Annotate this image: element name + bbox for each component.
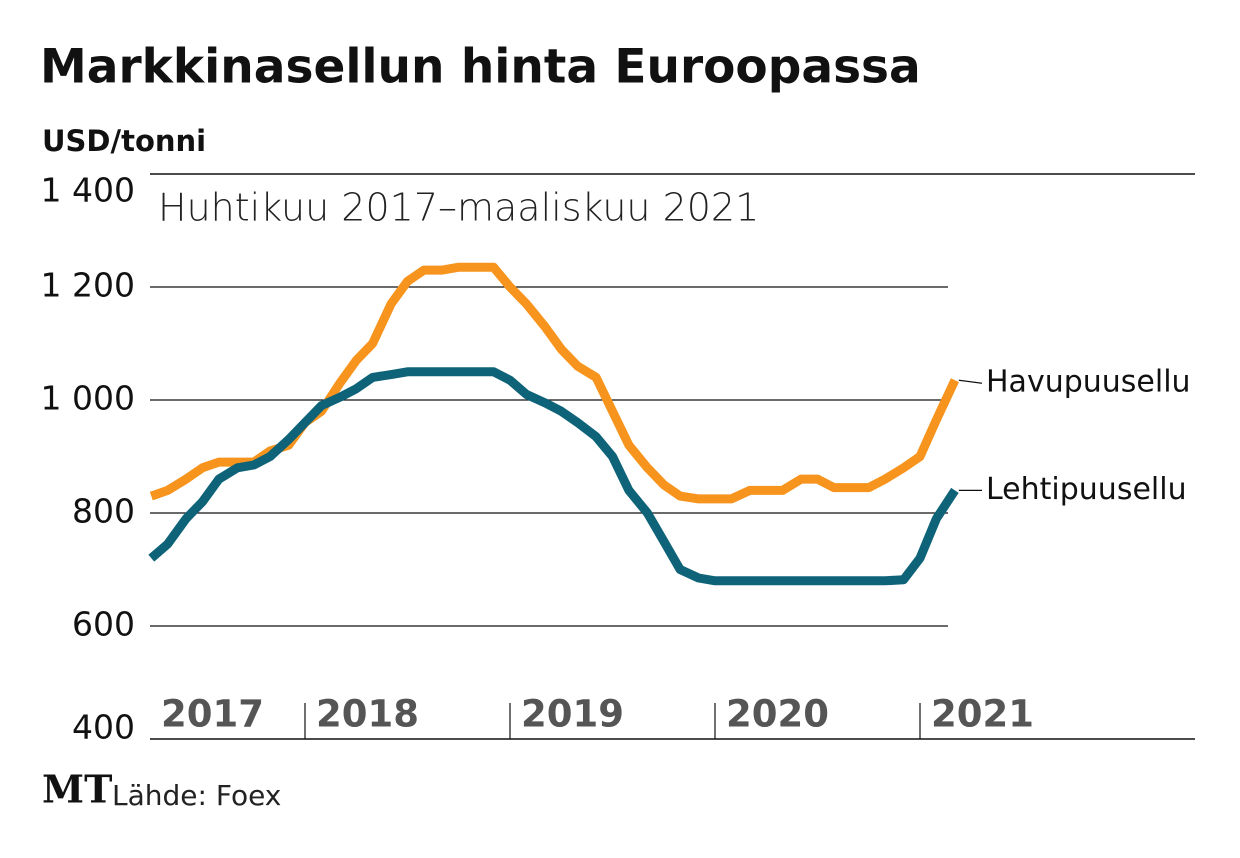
x-tick-label: 2017 bbox=[161, 693, 264, 736]
series-label: Lehtipuusellu bbox=[986, 472, 1187, 507]
data-line bbox=[149, 262, 959, 504]
chart-title: Markkinasellun hinta Euroopassa bbox=[40, 40, 921, 95]
y-tick-label: 400 bbox=[72, 708, 135, 747]
x-tick-label: 2020 bbox=[726, 693, 829, 736]
logo: MT bbox=[42, 767, 112, 812]
x-tick-label: 2021 bbox=[931, 693, 1034, 736]
leader-line bbox=[958, 379, 983, 384]
y-tick-label: 600 bbox=[72, 605, 135, 644]
x-tick-label: 2018 bbox=[316, 693, 419, 736]
series-label: Havupuusellu bbox=[986, 365, 1191, 400]
y-tick-label: 1 400 bbox=[41, 171, 135, 210]
y-tick-label: 1 200 bbox=[41, 266, 135, 305]
y-tick-label: 800 bbox=[72, 492, 135, 531]
data-line bbox=[148, 367, 959, 586]
y-axis-label: USD/tonni bbox=[42, 124, 206, 158]
y-tick-label: 1 000 bbox=[41, 379, 135, 418]
chart-subtitle: Huhtikuu 2017–maaliskuu 2021 bbox=[158, 186, 759, 230]
source: Lähde: Foex bbox=[112, 779, 281, 812]
x-tick-label: 2019 bbox=[521, 693, 624, 736]
